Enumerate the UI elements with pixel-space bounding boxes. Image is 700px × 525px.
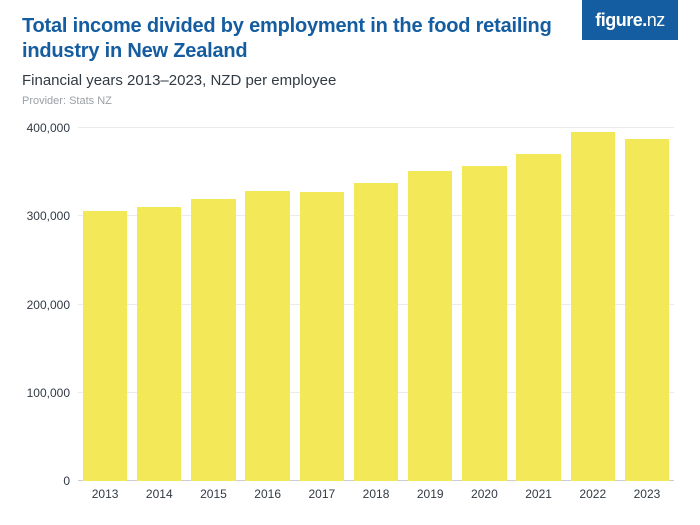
bar-slot [512, 128, 566, 481]
bar-slot [186, 128, 240, 481]
bar-slot [349, 128, 403, 481]
logo-badge: figure.nz [582, 0, 678, 40]
x-tick-label: 2021 [512, 481, 566, 507]
bar [462, 166, 506, 481]
bar-chart: 0100,000200,000300,000400,000 2013201420… [22, 128, 678, 507]
bar [245, 191, 289, 481]
logo-text-main: figure. [595, 10, 647, 31]
bar-slot [566, 128, 620, 481]
bar [83, 211, 127, 481]
bar-slot [620, 128, 674, 481]
bar-slot [132, 128, 186, 481]
y-tick-label: 100,000 [14, 386, 70, 400]
bar [354, 183, 398, 481]
y-tick-label: 400,000 [14, 121, 70, 135]
x-axis: 2013201420152016201720182019202020212022… [78, 481, 674, 507]
y-tick-label: 300,000 [14, 209, 70, 223]
y-tick-label: 200,000 [14, 298, 70, 312]
x-tick-label: 2022 [566, 481, 620, 507]
x-tick-label: 2017 [295, 481, 349, 507]
bar-slot [78, 128, 132, 481]
y-axis: 0100,000200,000300,000400,000 [22, 128, 78, 481]
bar-slot [457, 128, 511, 481]
bar [300, 192, 344, 481]
x-tick-label: 2015 [186, 481, 240, 507]
logo-text-suffix: nz [647, 10, 665, 31]
bar [625, 139, 669, 481]
x-tick-label: 2014 [132, 481, 186, 507]
x-tick-label: 2018 [349, 481, 403, 507]
x-tick-label: 2019 [403, 481, 457, 507]
bar-slot [241, 128, 295, 481]
plot-area [78, 128, 674, 481]
chart-subtitle: Financial years 2013–2023, NZD per emplo… [22, 72, 560, 89]
x-tick-label: 2013 [78, 481, 132, 507]
bar [408, 171, 452, 481]
x-tick-label: 2023 [620, 481, 674, 507]
x-tick-label: 2016 [241, 481, 295, 507]
bar [191, 199, 235, 481]
chart-title: Total income divided by employment in th… [22, 14, 560, 64]
bar [137, 207, 181, 481]
bar-slot [295, 128, 349, 481]
y-tick-label: 0 [14, 474, 70, 488]
chart-provider: Provider: Stats NZ [22, 95, 560, 107]
bars-container [78, 128, 674, 481]
bar [571, 132, 615, 481]
x-tick-label: 2020 [457, 481, 511, 507]
bar [516, 154, 560, 481]
bar-slot [403, 128, 457, 481]
